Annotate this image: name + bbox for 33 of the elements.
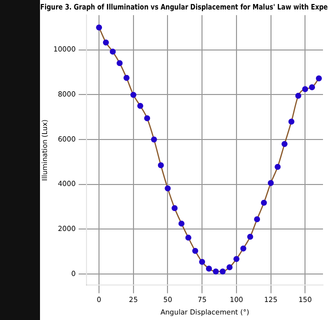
point	[247, 234, 254, 240]
point	[164, 185, 171, 192]
point	[102, 39, 109, 46]
point	[240, 245, 246, 252]
point	[268, 180, 274, 186]
point	[288, 118, 294, 125]
point	[309, 84, 316, 90]
point	[260, 200, 267, 206]
point	[185, 234, 192, 241]
point	[226, 264, 233, 270]
point	[254, 216, 260, 222]
point	[295, 92, 302, 99]
point	[158, 162, 164, 168]
point	[199, 258, 206, 265]
point	[212, 268, 219, 275]
point	[316, 75, 322, 82]
point	[116, 60, 123, 66]
point	[130, 92, 136, 98]
point	[150, 136, 157, 143]
point	[144, 115, 150, 122]
point	[172, 205, 178, 212]
point	[233, 256, 240, 262]
point	[274, 164, 281, 170]
point	[110, 48, 116, 55]
point	[124, 74, 130, 81]
point	[220, 268, 226, 275]
point	[282, 140, 288, 147]
point	[192, 248, 198, 254]
point	[178, 220, 184, 227]
point	[96, 24, 102, 30]
point	[137, 102, 144, 109]
point	[206, 266, 212, 272]
point	[302, 86, 308, 92]
